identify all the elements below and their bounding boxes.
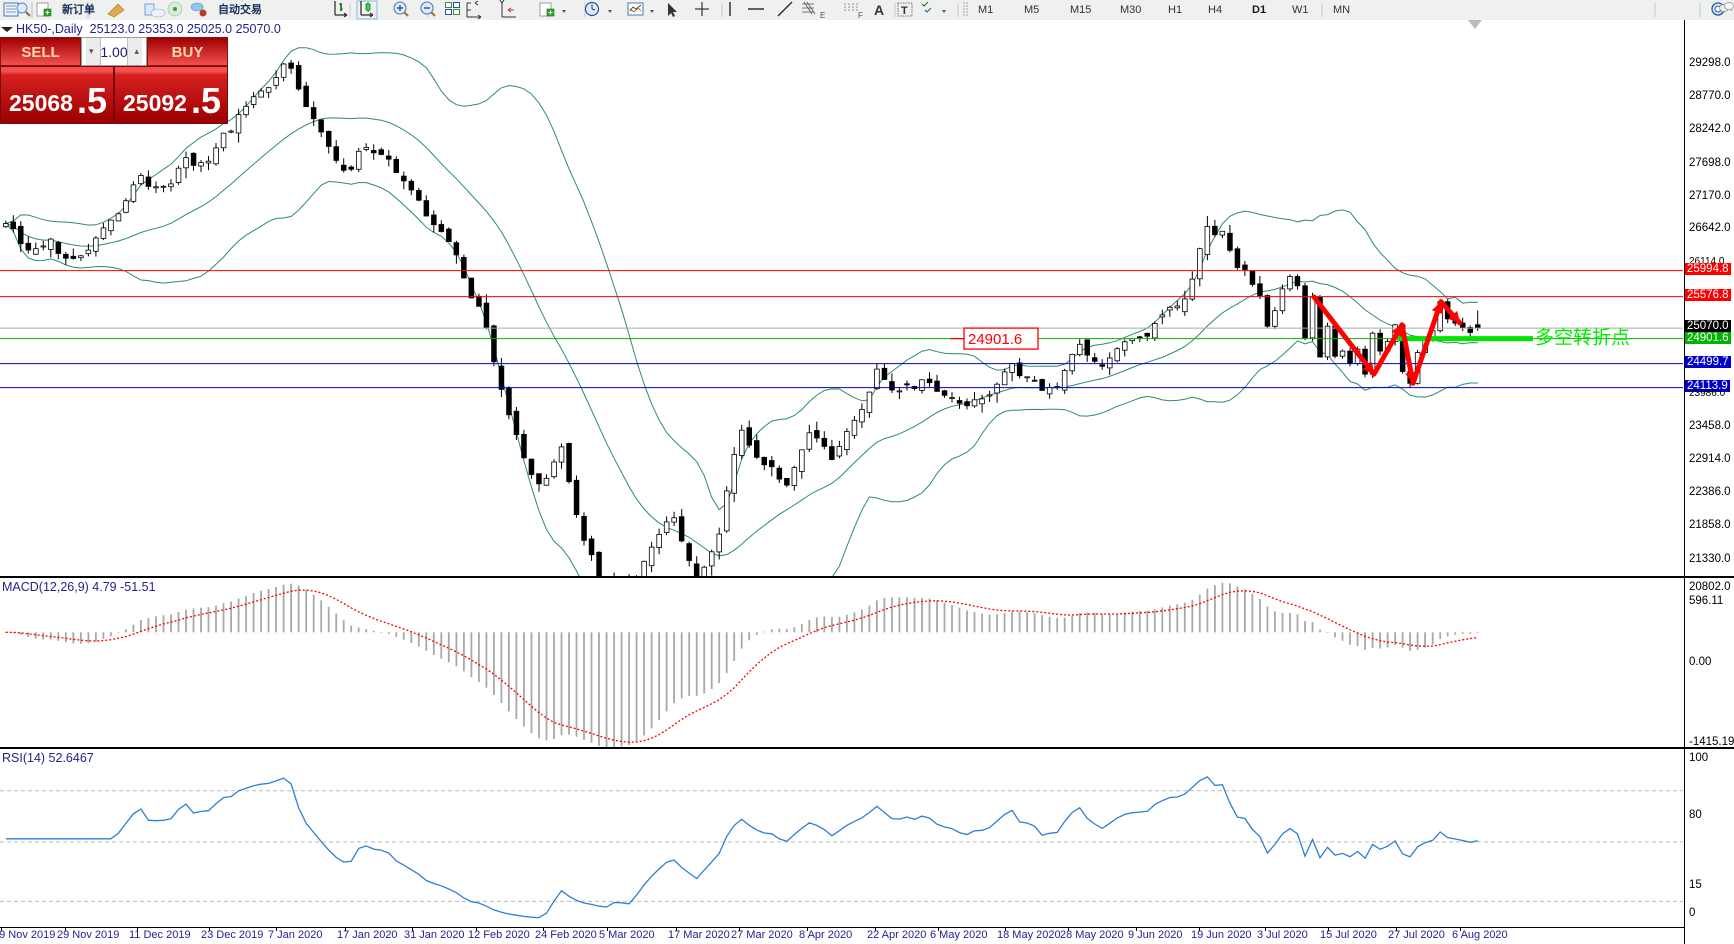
svg-text:新订单: 新订单 (62, 2, 95, 16)
svg-text:M15: M15 (1070, 4, 1091, 16)
svg-text:D1: D1 (1252, 4, 1266, 16)
svg-text:F: F (858, 11, 863, 20)
svg-text:M1: M1 (978, 4, 993, 16)
svg-text:T: T (901, 5, 908, 17)
svg-text:W1: W1 (1292, 4, 1309, 16)
svg-text:A: A (874, 2, 884, 18)
svg-text:H1: H1 (1168, 4, 1182, 16)
svg-text:E: E (820, 11, 825, 20)
svg-text:MN: MN (1333, 4, 1350, 16)
svg-text:M30: M30 (1120, 4, 1141, 16)
svg-text:M5: M5 (1024, 4, 1039, 16)
svg-text:H4: H4 (1208, 4, 1222, 16)
svg-text:多空转折点: 多空转折点 (1535, 327, 1630, 349)
svg-text:24901.6: 24901.6 (968, 331, 1022, 348)
svg-text:自动交易: 自动交易 (218, 2, 262, 16)
